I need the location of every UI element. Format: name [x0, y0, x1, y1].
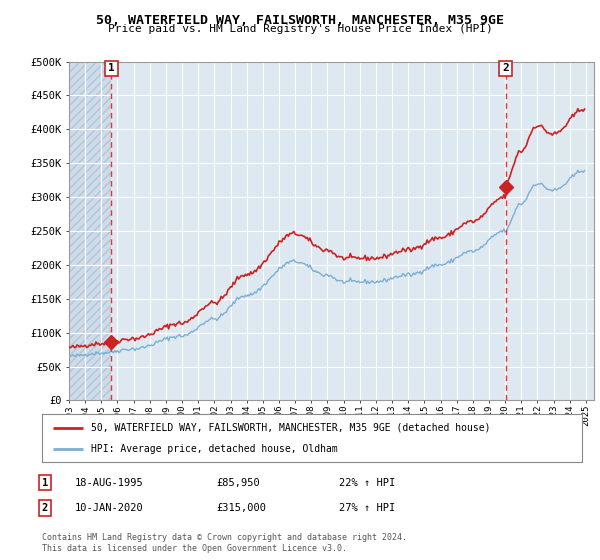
Text: £85,950: £85,950	[216, 478, 260, 488]
Text: 10-JAN-2020: 10-JAN-2020	[75, 503, 144, 513]
Text: 1: 1	[42, 478, 48, 488]
Text: Contains HM Land Registry data © Crown copyright and database right 2024.
This d: Contains HM Land Registry data © Crown c…	[42, 533, 407, 553]
Text: 1: 1	[108, 63, 115, 73]
Text: Price paid vs. HM Land Registry's House Price Index (HPI): Price paid vs. HM Land Registry's House …	[107, 24, 493, 34]
Text: 50, WATERFIELD WAY, FAILSWORTH, MANCHESTER, M35 9GE: 50, WATERFIELD WAY, FAILSWORTH, MANCHEST…	[96, 14, 504, 27]
Text: 22% ↑ HPI: 22% ↑ HPI	[339, 478, 395, 488]
Text: £315,000: £315,000	[216, 503, 266, 513]
Bar	[69, 62, 112, 400]
Text: 2: 2	[502, 63, 509, 73]
Text: 18-AUG-1995: 18-AUG-1995	[75, 478, 144, 488]
Text: 2: 2	[42, 503, 48, 513]
Text: 27% ↑ HPI: 27% ↑ HPI	[339, 503, 395, 513]
Text: 50, WATERFIELD WAY, FAILSWORTH, MANCHESTER, M35 9GE (detached house): 50, WATERFIELD WAY, FAILSWORTH, MANCHEST…	[91, 423, 490, 433]
Text: HPI: Average price, detached house, Oldham: HPI: Average price, detached house, Oldh…	[91, 444, 337, 454]
